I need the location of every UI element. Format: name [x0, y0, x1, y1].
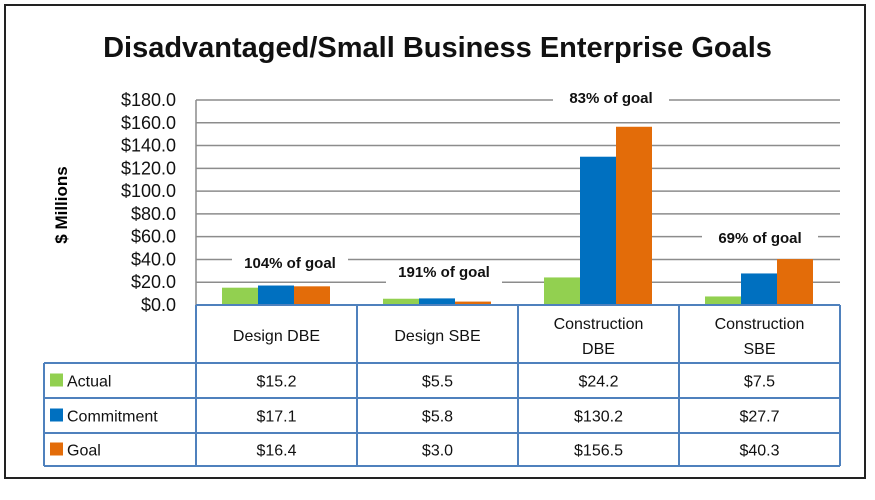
bar-goal — [294, 286, 330, 305]
annotation-background — [232, 252, 348, 274]
legend-key-actual — [50, 373, 63, 387]
data-cell: $3.0 — [422, 443, 453, 460]
bar-actual — [383, 298, 419, 305]
data-cell: $7.5 — [744, 374, 775, 391]
category-label: DBE — [582, 341, 615, 358]
bar-actual — [544, 277, 580, 305]
bar-goal — [616, 126, 652, 305]
bar-commitment — [419, 298, 455, 305]
bar-commitment — [580, 156, 616, 305]
data-cell: $5.8 — [422, 409, 453, 426]
category-label: Design DBE — [233, 328, 320, 345]
annotation-background — [702, 227, 818, 249]
chart-title: Disadvantaged/Small Business Enterprise … — [103, 32, 772, 64]
y-tick-label: $100.0 — [121, 181, 176, 201]
legend-label: Goal — [67, 443, 101, 460]
legend-label: Commitment — [67, 409, 158, 426]
annotation-label: 104% of goal — [244, 255, 336, 272]
category-label: Design SBE — [394, 328, 480, 345]
y-tick-label: $80.0 — [131, 204, 176, 224]
annotation-background — [386, 261, 502, 283]
annotation-background — [553, 87, 669, 109]
y-tick-label: $120.0 — [121, 158, 176, 178]
category-label: Construction — [715, 316, 805, 333]
data-cell: $130.2 — [574, 409, 623, 426]
data-cell: $16.4 — [256, 443, 296, 460]
bar-commitment — [741, 273, 777, 305]
chart-frame — [4, 4, 866, 479]
data-cell: $40.3 — [739, 443, 779, 460]
data-cell: $5.5 — [422, 374, 453, 391]
category-label: SBE — [743, 341, 775, 358]
annotation-label: 191% of goal — [398, 264, 490, 281]
bar-goal — [455, 301, 491, 305]
y-tick-label: $20.0 — [131, 272, 176, 292]
category-label: Construction — [554, 316, 644, 333]
y-tick-label: $180.0 — [121, 90, 176, 110]
annotation-label: 69% of goal — [718, 230, 801, 247]
data-cell: $156.5 — [574, 443, 623, 460]
y-tick-label: $60.0 — [131, 227, 176, 247]
annotation-label: 83% of goal — [569, 90, 652, 107]
y-tick-label: $0.0 — [141, 295, 176, 315]
bar-goal — [777, 259, 813, 305]
y-tick-label: $160.0 — [121, 113, 176, 133]
legend-key-goal — [50, 442, 63, 456]
data-cell: $27.7 — [739, 409, 779, 426]
legend-key-commitment — [50, 408, 63, 422]
bar-actual — [222, 287, 258, 305]
data-cell: $24.2 — [578, 374, 618, 391]
data-cell: $17.1 — [256, 409, 296, 426]
y-tick-label: $40.0 — [131, 249, 176, 269]
data-cell: $15.2 — [256, 374, 296, 391]
y-tick-label: $140.0 — [121, 136, 176, 156]
legend-label: Actual — [67, 374, 111, 391]
bar-actual — [705, 296, 741, 305]
bar-commitment — [258, 285, 294, 305]
